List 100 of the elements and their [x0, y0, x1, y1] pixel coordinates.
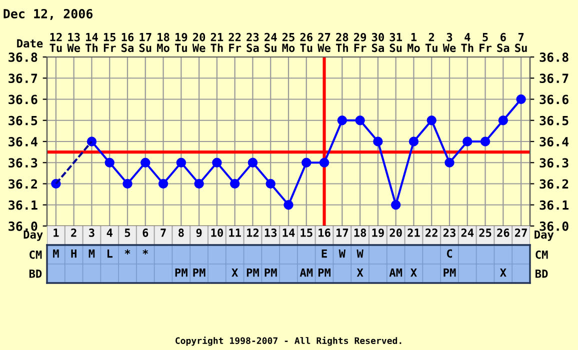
y-tick-label: 36.8 [8, 52, 38, 62]
x-tick-label: 22 [426, 228, 438, 237]
x-tick-label: 27 [514, 228, 527, 237]
y-tick-label: 36.1 [8, 200, 38, 210]
x-tick-label: 17 Su [139, 33, 152, 52]
text: PM [193, 268, 206, 277]
x-tick-label: 25 [479, 228, 492, 237]
y-tick-label: 36.3 [8, 158, 38, 168]
y2-tick-label: 36.5 [540, 116, 568, 126]
y2-tick-label: CM [536, 250, 548, 259]
text: * [124, 249, 130, 254]
x-tick-label: 19 [372, 228, 384, 237]
point [516, 94, 526, 104]
x-axis-title: Day [24, 230, 43, 241]
point [230, 178, 240, 189]
y-tick-label: 36.0 [8, 221, 38, 231]
text: X [356, 268, 364, 277]
y2-tick-label: 36.6 [540, 94, 568, 104]
y-tick-label: 36.5 [8, 116, 38, 126]
x-tick-label: 21 Th [210, 32, 224, 52]
x-tick-label: 1 [54, 228, 59, 237]
x-tick-label: 15 Fr [104, 33, 116, 52]
point [373, 136, 383, 146]
point [408, 136, 419, 146]
text: H [71, 249, 76, 258]
y2-tick-label: 36.7 [540, 74, 568, 84]
point [122, 178, 132, 189]
x-tick-label: 4 Th [461, 33, 474, 52]
x-tick-label: 27 We [318, 32, 331, 52]
text: C [446, 249, 452, 258]
text: PM [444, 268, 456, 277]
x-tick-label: 8 [178, 228, 184, 237]
x-tick-label: 17 [336, 228, 348, 237]
x-tick-label: 18 [354, 228, 366, 237]
x-tick-label: 26 Tu [300, 32, 312, 52]
point [266, 178, 276, 189]
x-tick-label: 5 [124, 228, 130, 237]
point [140, 158, 150, 168]
x-tick-label: 13 We [67, 32, 80, 52]
point [480, 136, 490, 146]
x-tick-label: 11 [229, 228, 241, 237]
y2-tick-label: 36.2 [540, 179, 568, 189]
y-tick-label: 36.6 [8, 94, 38, 104]
text: W [356, 249, 364, 258]
x-tick-label: 28 Th [336, 32, 348, 52]
text: X [232, 268, 238, 277]
x-tick-label: 29 Fr [354, 32, 366, 52]
x-tick-label: 6 [142, 228, 148, 237]
point [337, 116, 348, 126]
x-tick-label: 7 Su [515, 33, 527, 52]
x-tick-label: 24 [461, 228, 474, 237]
text: PM [318, 268, 330, 277]
point [498, 116, 508, 126]
text: AM [300, 268, 313, 277]
x-tick-label: 2 Tu [425, 32, 438, 52]
x-tick-label: 24 Su [264, 32, 277, 52]
x-tick-label: 18 Mo [157, 32, 170, 52]
text: L [107, 249, 113, 258]
x-tick-label: 13 [264, 228, 277, 237]
x-tick-label: 2 [71, 228, 76, 237]
text: W [338, 249, 346, 258]
point [284, 200, 294, 210]
point [194, 178, 204, 189]
point [462, 136, 472, 146]
y2-tick-label: 36.8 [540, 52, 568, 62]
text: E [322, 249, 327, 258]
text: PM [246, 268, 259, 277]
x-axis-title: Date [17, 39, 43, 48]
point [444, 158, 454, 168]
y2-tick-label: 36.1 [540, 200, 569, 210]
x-tick-label: 26 [497, 228, 510, 237]
text: PM [175, 268, 188, 277]
y-tick-label: 36.7 [8, 74, 38, 84]
x-tick-label: 6 Sa [497, 32, 510, 52]
text: X [500, 268, 506, 277]
y2-tick-label: 36.0 [540, 221, 568, 231]
text: AM [389, 268, 402, 277]
point [212, 158, 222, 168]
y-tick-label: BD [29, 270, 42, 278]
x-tick-label: 15 [300, 228, 312, 237]
point [158, 178, 168, 189]
point [176, 158, 186, 168]
x-tick-label: 12 [247, 228, 258, 237]
point [302, 158, 312, 168]
x-tick-label: 12 Tu [50, 32, 62, 52]
y-tick-label: 36.2 [8, 179, 37, 189]
chart-title: Dec 12, 2006 [4, 8, 93, 20]
x-tick-label: 25 Mo [282, 32, 295, 52]
point [390, 200, 401, 210]
point [248, 158, 258, 168]
x-tick-label: 20 We [192, 32, 206, 52]
x-tick-label: 23 Sa [246, 32, 259, 52]
text: Copyright 1998-2007 - All Rights Reserved. [176, 336, 402, 346]
x-tick-label: 31 Su [390, 32, 402, 52]
y-tick-label: CM [30, 250, 42, 259]
text: M [53, 249, 59, 258]
x-tick-label: 9 [196, 228, 202, 237]
text: PM [264, 268, 277, 277]
x-tick-label: 21 [408, 228, 420, 237]
point [319, 158, 330, 168]
